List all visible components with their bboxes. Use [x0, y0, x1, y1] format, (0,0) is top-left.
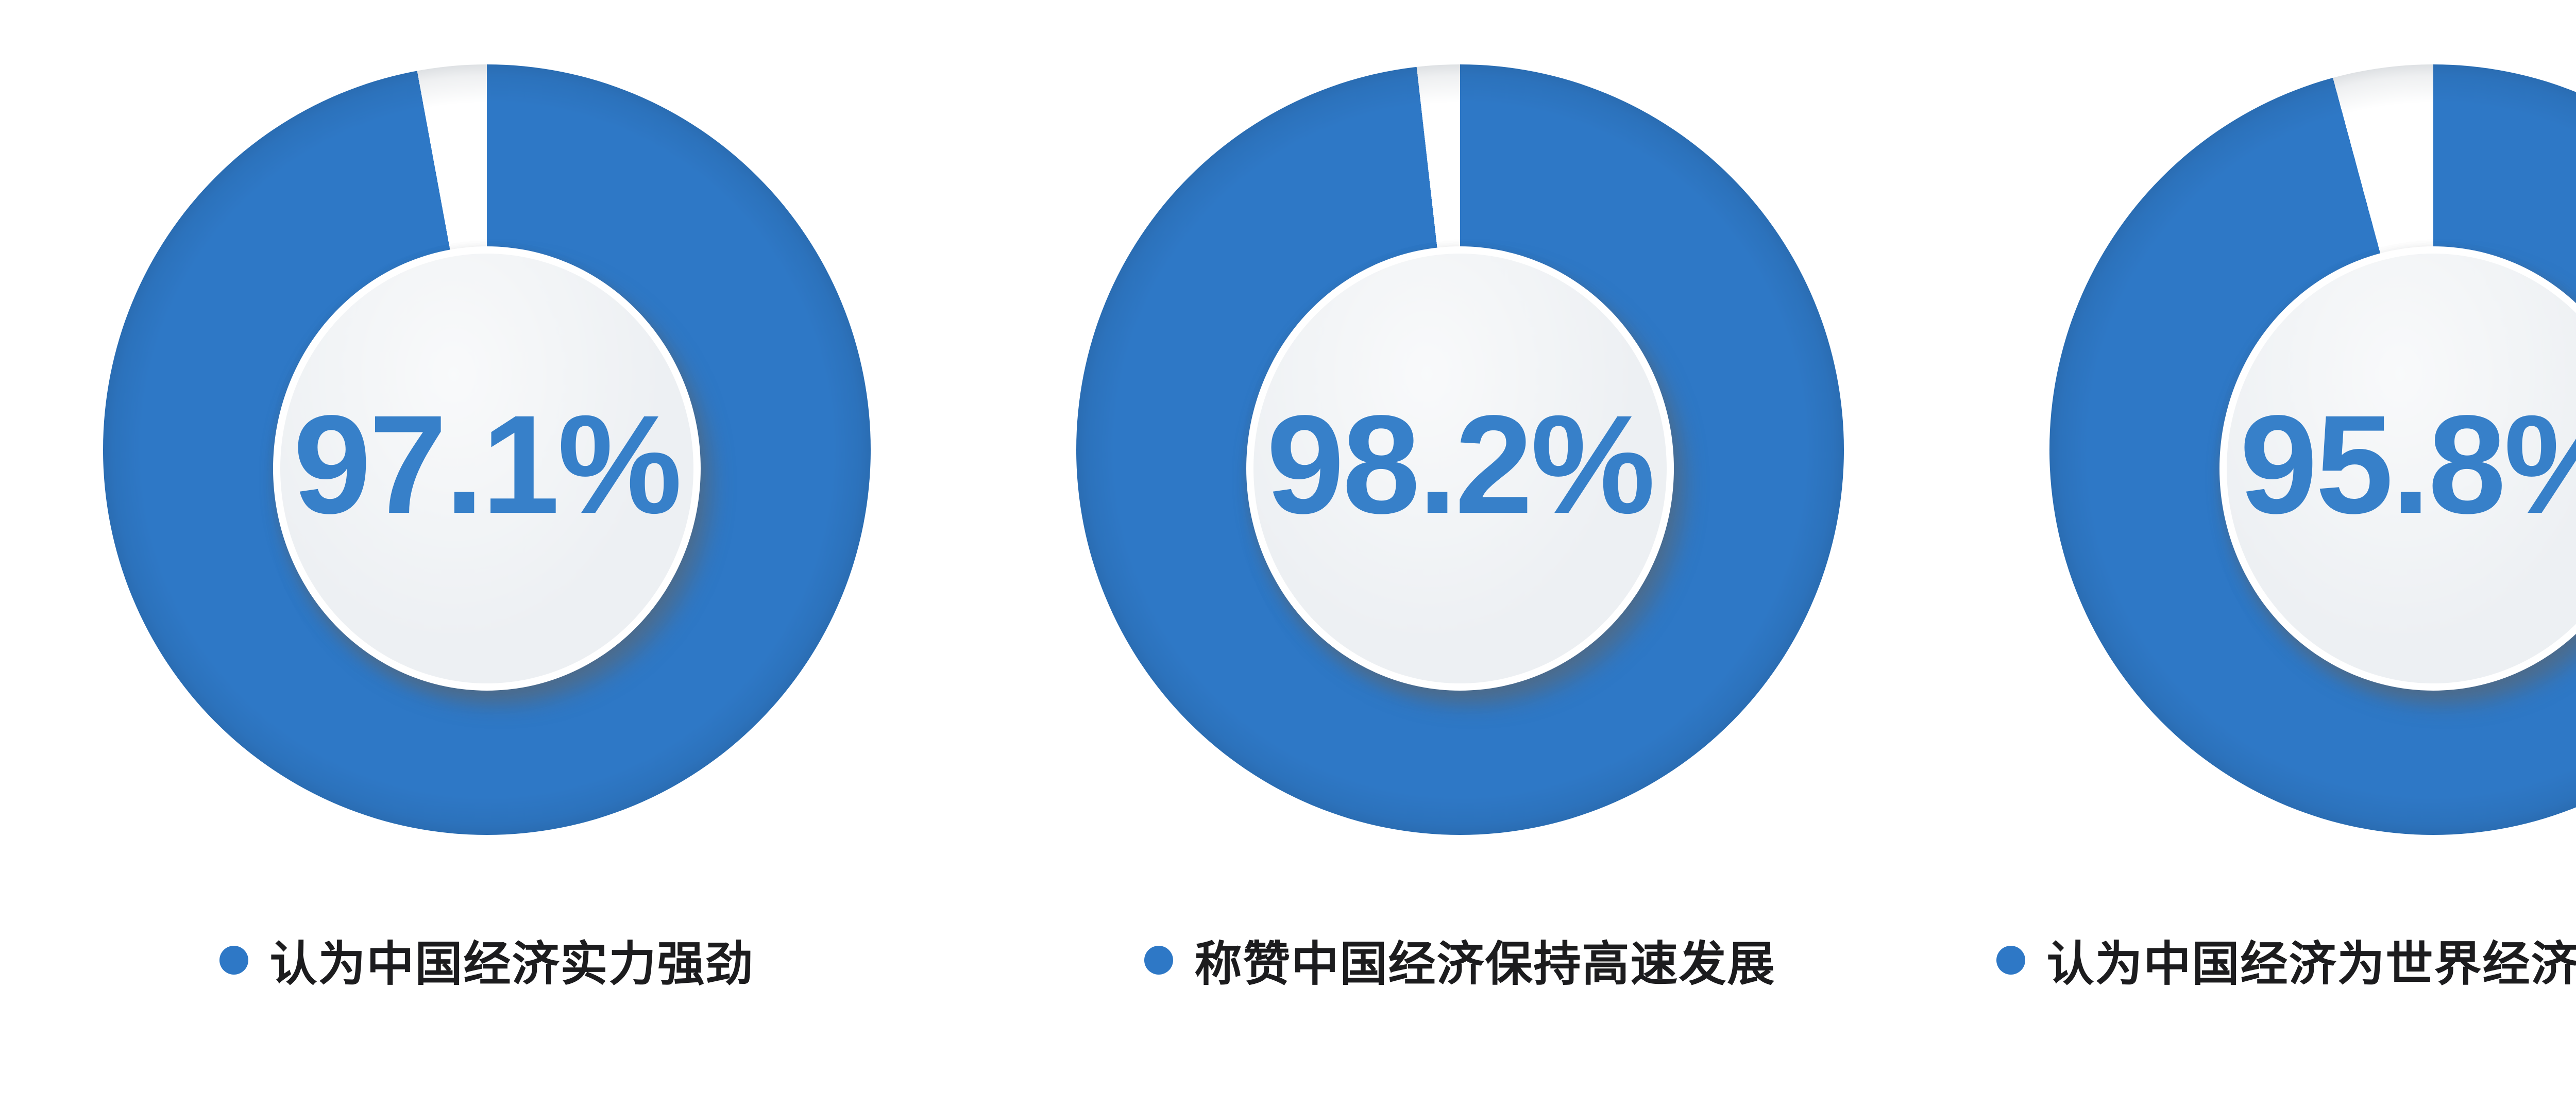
percent-value: 98.2%: [1266, 386, 1655, 543]
legend-label: 认为中国经济为世界经济复苏贡献巨大: [2046, 938, 2576, 991]
percent-value: 95.8%: [2240, 386, 2576, 543]
donut-chart-2: 98.2% 称赞中国经济保持高速发展: [973, 0, 1946, 1105]
legend-bullet-icon: [1996, 945, 2025, 975]
legend-item: 认为中国经济实力强劲: [219, 926, 754, 994]
donut-chart-3: 95.8% 认为中国经济为世界经济复苏贡献巨大: [1946, 0, 2576, 1105]
donut-ring: 98.2%: [1076, 64, 1844, 835]
donut-hole: 97.1%: [273, 246, 701, 691]
legend-item: 认为中国经济为世界经济复苏贡献巨大: [1996, 926, 2576, 994]
donut-ring: 95.8%: [2049, 64, 2576, 835]
legend-label: 称赞中国经济保持高速发展: [1194, 938, 1776, 991]
donut-hole: 95.8%: [2219, 246, 2576, 691]
donut-chart-1: 97.1% 认为中国经济实力强劲: [0, 0, 973, 1105]
legend-bullet-icon: [219, 945, 248, 975]
legend-bullet-icon: [1144, 945, 1173, 975]
legend-label: 认为中国经济实力强劲: [269, 938, 754, 991]
legend-item: 称赞中国经济保持高速发展: [1144, 926, 1775, 994]
percent-value: 97.1%: [293, 386, 682, 543]
donut-hole: 98.2%: [1246, 246, 1674, 691]
donut-ring: 97.1%: [103, 64, 871, 835]
